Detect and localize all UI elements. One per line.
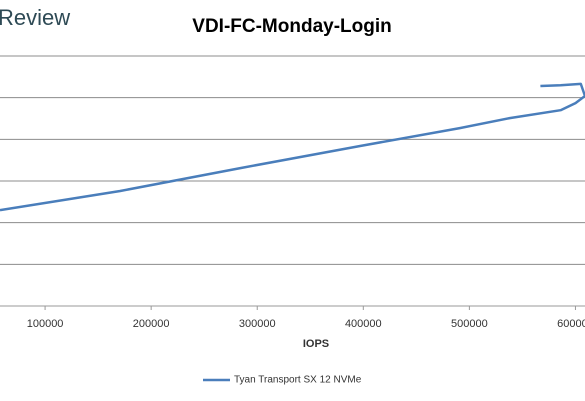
x-tick-label: 400000 [345, 318, 382, 330]
data-line [0, 82, 585, 212]
x-axis-title: IOPS [303, 338, 329, 350]
x-tick-label: 200000 [133, 318, 170, 330]
x-tick-label: 100000 [27, 318, 64, 330]
brand: Review [0, 5, 70, 30]
x-tick-label: 500000 [451, 318, 488, 330]
x-tick-label: 300000 [239, 318, 276, 330]
chart-title: VDI-FC-Monday-Login [192, 16, 391, 37]
x-tick-label: 600000 [557, 318, 585, 330]
legend-label: Tyan Transport SX 12 NVMe [234, 375, 362, 386]
